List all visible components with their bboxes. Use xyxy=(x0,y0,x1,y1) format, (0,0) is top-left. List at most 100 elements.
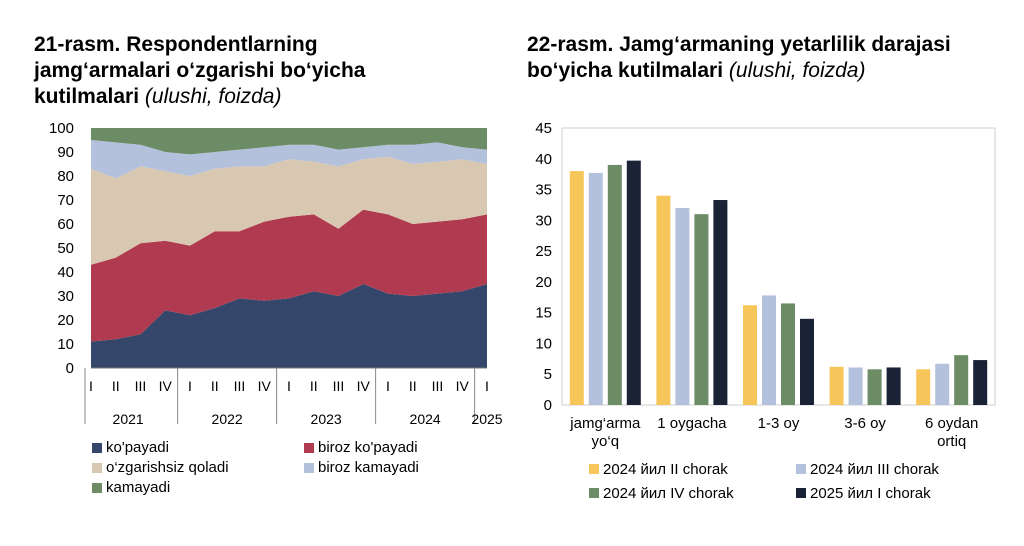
y-tick-label: 30 xyxy=(57,288,74,305)
x-tick-label: IV xyxy=(159,378,173,394)
x-tick-label: III xyxy=(432,378,444,394)
bar-1-4 xyxy=(935,363,950,405)
legend-label: biroz kamayadi xyxy=(318,459,419,476)
bar-3-0 xyxy=(626,160,641,405)
x-tick-label: I xyxy=(188,378,192,394)
bar-3-1 xyxy=(713,200,728,405)
y-tick-label: 10 xyxy=(57,336,74,353)
legend-swatch xyxy=(796,464,806,474)
x-tick-label: 1 oygacha xyxy=(657,415,727,432)
bar-2-0 xyxy=(607,164,622,405)
x-tick-label: IV xyxy=(357,378,371,394)
legend-swatch xyxy=(589,464,599,474)
bar-3-2 xyxy=(800,318,814,405)
year-label: 2021 xyxy=(113,411,144,427)
bar-1-0 xyxy=(588,172,603,405)
year-label: 2025 xyxy=(471,411,502,427)
y-tick-label: 40 xyxy=(57,264,74,281)
y-tick-label: 20 xyxy=(57,312,74,329)
legend-swatch xyxy=(304,463,314,473)
area-series-4 xyxy=(91,128,487,155)
legend-swatch xyxy=(92,443,102,453)
x-tick-label: II xyxy=(112,378,120,394)
y-tick-label: 25 xyxy=(535,243,552,260)
x-tick-label: I xyxy=(386,378,390,394)
y-tick-label: 90 xyxy=(57,144,74,161)
chart2-title: 22-rasm. Jamg‘armaning yetarlilik daraja… xyxy=(527,32,997,84)
x-tick-label: ortiq xyxy=(937,433,966,450)
x-tick-label: yo‘q xyxy=(592,433,620,450)
year-label: 2024 xyxy=(410,411,441,427)
x-tick-label: III xyxy=(333,378,345,394)
bar-3-3 xyxy=(886,367,901,405)
legend-swatch xyxy=(304,443,314,453)
legend-label: 2025 йил I chorak xyxy=(810,485,931,502)
chart1-title-sub: (ulushi, foizda) xyxy=(144,85,282,108)
bar-3-4 xyxy=(973,360,988,405)
chart2-title-main: 22-rasm. Jamg‘armaning yetarlilik daraja… xyxy=(527,33,951,82)
legend-swatch xyxy=(589,488,599,498)
x-tick-label: II xyxy=(211,378,219,394)
bar-1-2 xyxy=(762,295,776,405)
x-tick-label: 3-6 oy xyxy=(844,415,886,432)
area-series-2 xyxy=(91,156,487,265)
chart1-title-main: 21-rasm. Respondentlarning jamg‘armalari… xyxy=(34,33,366,108)
y-tick-label: 40 xyxy=(535,151,552,168)
legend-swatch xyxy=(92,463,102,473)
bar-2-3 xyxy=(867,369,882,405)
y-tick-label: 30 xyxy=(535,212,552,229)
area-series-3 xyxy=(91,140,487,179)
y-tick-label: 80 xyxy=(57,168,74,185)
x-tick-label: jamg‘arma xyxy=(569,415,641,432)
y-tick-label: 100 xyxy=(49,120,74,137)
x-tick-label: II xyxy=(409,378,417,394)
x-tick-label: IV xyxy=(258,378,272,394)
bar-0-2 xyxy=(743,305,757,405)
y-tick-label: 20 xyxy=(535,274,552,291)
legend-label: biroz ko'payadi xyxy=(318,439,418,456)
bar-0-0 xyxy=(569,171,584,405)
chart1-title: 21-rasm. Respondentlarning jamg‘armalari… xyxy=(34,32,454,110)
y-tick-label: 45 xyxy=(535,120,552,137)
x-tick-label: 1-3 oy xyxy=(758,415,800,432)
y-tick-label: 35 xyxy=(535,182,552,199)
legend-label: o‘zgarishsiz qoladi xyxy=(106,459,229,476)
legend-swatch xyxy=(796,488,806,498)
x-tick-label: IV xyxy=(456,378,470,394)
area-series-1 xyxy=(91,209,487,342)
year-label: 2022 xyxy=(212,411,243,427)
bar-0-3 xyxy=(829,366,844,405)
y-tick-label: 70 xyxy=(57,192,74,209)
bar-2-4 xyxy=(954,355,969,405)
area-series-0 xyxy=(91,284,487,368)
y-tick-label: 15 xyxy=(535,305,552,322)
bar-2-2 xyxy=(781,303,795,405)
y-tick-label: 0 xyxy=(544,397,552,414)
y-tick-label: 10 xyxy=(535,335,552,352)
legend-label: 2024 йил IV chorak xyxy=(603,485,734,502)
y-tick-label: 60 xyxy=(57,216,74,233)
x-tick-label: III xyxy=(135,378,147,394)
bar-2-1 xyxy=(694,214,709,405)
legend-label: 2024 йил II chorak xyxy=(603,461,728,478)
x-tick-label: III xyxy=(234,378,246,394)
bar-1-1 xyxy=(675,208,690,405)
bar-0-4 xyxy=(916,369,931,405)
x-tick-label: I xyxy=(485,378,489,394)
x-tick-label: II xyxy=(310,378,318,394)
year-label: 2023 xyxy=(311,411,342,427)
x-tick-label: 6 oydan xyxy=(925,415,978,432)
legend-label: 2024 йил III chorak xyxy=(810,461,939,478)
y-tick-label: 5 xyxy=(544,366,552,383)
y-tick-label: 0 xyxy=(66,360,74,377)
legend-label: ko'payadi xyxy=(106,439,169,456)
x-tick-label: I xyxy=(89,378,93,394)
legend-label: kamayadi xyxy=(106,479,170,496)
bar-1-3 xyxy=(848,367,863,405)
bar-0-1 xyxy=(656,195,671,405)
legend-swatch xyxy=(92,483,102,493)
chart2-title-sub: (ulushi, foizda) xyxy=(728,59,866,82)
x-tick-label: I xyxy=(287,378,291,394)
